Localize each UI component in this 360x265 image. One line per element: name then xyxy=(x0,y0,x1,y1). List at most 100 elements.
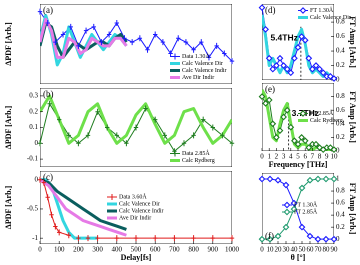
marker xyxy=(129,39,135,46)
marker xyxy=(265,96,273,104)
marker xyxy=(168,50,173,57)
marker xyxy=(66,232,71,239)
marker xyxy=(294,140,302,148)
x-tick-label: 800 xyxy=(188,246,199,254)
legend-label: Ave Dir Indir xyxy=(182,75,214,81)
y-tick-label: 0.4 xyxy=(336,211,345,219)
x-tick-label: 80 xyxy=(323,246,331,254)
marker xyxy=(269,120,277,128)
marker xyxy=(172,53,178,60)
marker xyxy=(330,146,338,154)
marker xyxy=(53,39,58,46)
marker xyxy=(143,105,148,112)
y-tick-label: 0.2 xyxy=(336,133,345,141)
marker xyxy=(106,31,112,38)
marker xyxy=(291,54,298,62)
y-axis-label: ΔPDF [Arb.] xyxy=(4,185,13,229)
marker xyxy=(298,184,306,192)
y-axis-label: ΔPDF [Arb.] xyxy=(4,22,13,66)
marker xyxy=(301,36,309,44)
marker xyxy=(258,235,266,243)
marker xyxy=(145,46,150,53)
x-tick-label: 70 xyxy=(315,246,323,254)
y-tick-label: 0.6 xyxy=(336,32,345,40)
marker xyxy=(91,23,96,30)
marker xyxy=(37,8,43,15)
y-tick-label: 0.2 xyxy=(336,223,345,231)
legend-label: Ave Dir Indir xyxy=(119,215,151,221)
marker xyxy=(282,223,290,231)
marker xyxy=(282,181,290,189)
marker xyxy=(153,235,158,242)
plot-area xyxy=(262,173,334,244)
marker xyxy=(122,35,127,42)
x-tick-label: 8 xyxy=(318,153,322,161)
x-tick-label: 100 xyxy=(54,246,65,254)
marker xyxy=(319,69,327,77)
x-tick-label: 40 xyxy=(291,246,299,254)
marker xyxy=(283,65,291,73)
marker xyxy=(183,39,189,46)
y-tick-label: 0.8 xyxy=(336,187,345,195)
x-tick-label: 30 xyxy=(283,246,291,254)
x-tick-label: 9 xyxy=(325,153,329,161)
legend-label: Calc Valence Dir xyxy=(182,61,223,67)
panel-label: (b) xyxy=(43,89,54,99)
x-tick-label: 60 xyxy=(307,246,315,254)
marker xyxy=(124,140,129,147)
y-tick-label: 1 xyxy=(336,175,340,183)
marker xyxy=(57,229,62,236)
x-tick-label: 300 xyxy=(92,246,103,254)
marker xyxy=(294,44,302,51)
series-line xyxy=(40,17,128,59)
marker xyxy=(276,54,284,62)
legend-label: Calc Rydberg xyxy=(310,118,343,124)
series-line xyxy=(40,94,232,145)
marker xyxy=(47,100,52,107)
x-tick-label: 1 xyxy=(267,153,271,161)
marker xyxy=(214,42,219,49)
y-tick-label: -0.5 xyxy=(27,205,39,213)
marker xyxy=(290,199,298,207)
y-tick-label: 0 xyxy=(35,139,39,147)
legend-label: Calc Valence Indir xyxy=(182,68,227,74)
marker xyxy=(266,235,274,243)
y-tick-label: 0.4 xyxy=(336,47,345,55)
y-tick-label: 0 xyxy=(35,175,39,183)
marker xyxy=(45,194,50,201)
marker xyxy=(287,69,295,77)
marker xyxy=(162,132,167,139)
x-tick-label: 500 xyxy=(131,246,142,254)
marker xyxy=(66,132,71,139)
marker xyxy=(305,144,313,151)
marker xyxy=(280,113,287,121)
marker xyxy=(114,20,119,27)
marker xyxy=(137,35,143,42)
y-tick-label: 0.1 xyxy=(29,123,38,131)
marker xyxy=(305,54,313,62)
plot-frame xyxy=(40,171,232,244)
marker xyxy=(327,144,334,151)
marker xyxy=(298,223,306,231)
y-tick-label: 0.4 xyxy=(336,119,345,127)
x-tick-label: 900 xyxy=(208,246,219,254)
marker xyxy=(191,132,196,139)
x-tick-label: 0 xyxy=(260,153,264,161)
marker xyxy=(201,116,206,123)
marker xyxy=(229,235,235,242)
marker xyxy=(299,7,307,14)
legend-label: Calc Valence Dir xyxy=(119,201,160,207)
marker xyxy=(283,208,291,216)
marker xyxy=(99,39,104,46)
marker xyxy=(37,140,43,147)
marker xyxy=(172,235,177,242)
legend-label: FT 2.85Å xyxy=(310,109,334,117)
y-tick-label: 0 xyxy=(336,235,340,243)
marker xyxy=(312,140,320,148)
y-tick-label: -0.1 xyxy=(27,155,39,163)
y-tick-label: 0.8 xyxy=(336,18,345,26)
x-tick-label: 400 xyxy=(112,246,123,254)
marker xyxy=(220,132,225,139)
legend-label: Data 3.60Å xyxy=(119,192,147,200)
